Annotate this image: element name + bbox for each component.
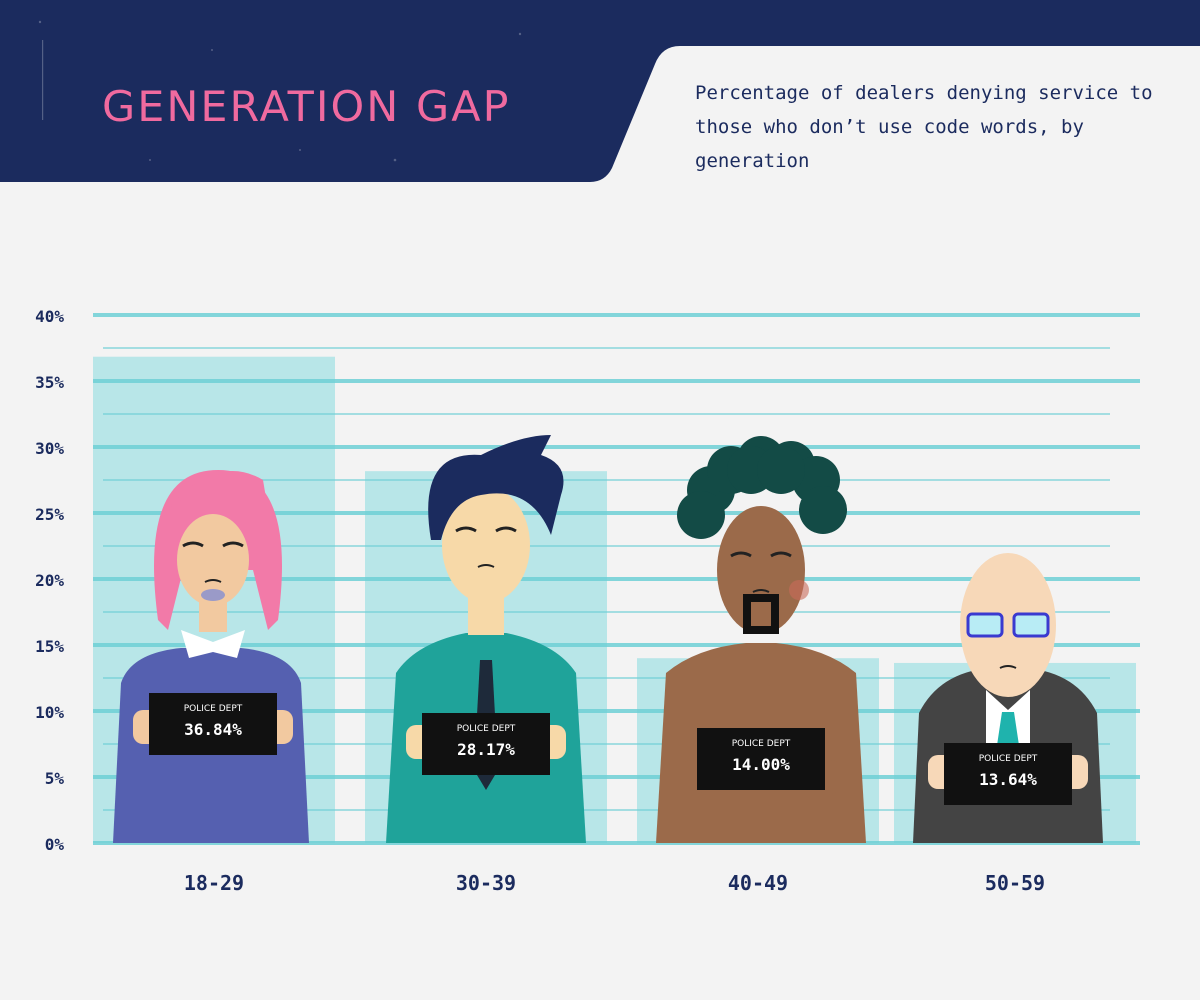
lips (201, 589, 225, 601)
left-eye (455, 526, 477, 533)
left-eye (730, 551, 752, 558)
y-tick-label: 25% (35, 505, 64, 524)
hair-curl (677, 491, 725, 539)
shirtless-man-with-goatee: POLICE DEPT 14.00% (656, 436, 866, 843)
pink-haired-woman: POLICE DEPT 36.84% (113, 470, 309, 843)
x-tick-label: 30-39 (456, 871, 516, 895)
hair-curl (757, 446, 805, 494)
placard (422, 713, 550, 775)
mouth (999, 665, 1017, 669)
placard-dept-label: POLICE DEPT (184, 704, 243, 714)
placard (697, 728, 825, 790)
header-banner (0, 0, 1200, 182)
afro-hair (677, 436, 847, 539)
axis-layer: 0% 5% 10% 15% 20% 25% 30% 35% 40% 18-29 30-39 40-49… (35, 307, 1045, 895)
placard-value-label: 28.17% (457, 740, 515, 759)
bangs (158, 471, 268, 520)
hair (428, 435, 564, 540)
goatee (743, 594, 779, 634)
right-eye (770, 551, 792, 558)
face (442, 487, 530, 603)
face (960, 553, 1056, 697)
placard-dept-label: POLICE DEPT (457, 724, 516, 734)
placard-value-label: 13.64% (979, 770, 1037, 789)
placard-value-label: 36.84% (184, 720, 242, 739)
y-tick-label: 20% (35, 571, 64, 590)
placard-dept-label: POLICE DEPT (732, 739, 791, 749)
y-tick-label: 40% (35, 307, 64, 326)
left-eye (182, 541, 204, 548)
right-lens (1012, 612, 1050, 638)
collar (181, 630, 245, 658)
chart-title: GENERATION GAP (102, 82, 511, 131)
face (177, 514, 249, 606)
x-tick-label: 40-49 (728, 871, 788, 895)
mouth (477, 564, 495, 568)
man-in-teal-shirt: POLICE DEPT 28.17% (386, 435, 586, 843)
placard-value-label: 14.00% (732, 755, 790, 774)
hair-curl (799, 486, 847, 534)
x-tick-label: 50-59 (985, 871, 1045, 895)
right-eye (222, 541, 244, 548)
y-tick-label: 30% (35, 439, 64, 458)
mouth (752, 589, 770, 593)
placard (149, 693, 277, 755)
y-tick-label: 5% (45, 769, 65, 788)
right-eye (495, 526, 517, 533)
face (717, 506, 805, 634)
bald-man-in-suit: POLICE DEPT 13.64% (913, 553, 1103, 843)
y-tick-label: 10% (35, 703, 64, 722)
placard (944, 743, 1072, 805)
bruise (789, 580, 809, 600)
chart-subtitle: Percentage of dealers denying service to… (695, 82, 1153, 172)
placard-dept-label: POLICE DEPT (979, 754, 1038, 764)
x-tick-label: 18-29 (184, 871, 244, 895)
left-lens (966, 612, 1004, 638)
y-tick-label: 0% (45, 835, 65, 854)
y-tick-label: 35% (35, 373, 64, 392)
mouth (204, 579, 222, 583)
y-tick-label: 15% (35, 637, 64, 656)
